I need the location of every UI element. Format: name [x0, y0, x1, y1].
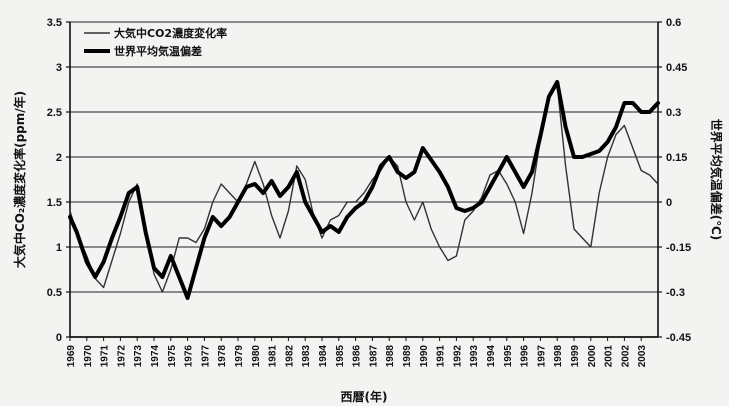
- right-axis-ticks: -0.45 -0.3 -0.15 0 0.15 0.3 0.45 0.6: [658, 17, 691, 344]
- right-tick-label: 0.3: [666, 107, 681, 119]
- x-tick-label: 1973: [133, 345, 144, 368]
- left-tick-label: 2.5: [47, 107, 62, 119]
- left-tick-label: 0: [56, 332, 62, 344]
- right-tick-label: 0.45: [666, 62, 687, 74]
- left-tick-label: 1: [56, 242, 62, 254]
- left-tick-label: 1.5: [47, 197, 62, 209]
- left-tick-label: 3: [56, 62, 62, 74]
- series-layer: [68, 80, 660, 300]
- x-tick-label: 1986: [352, 345, 363, 368]
- x-tick-label: 1987: [368, 345, 379, 368]
- x-tick-label: 1994: [486, 345, 497, 368]
- co2-rate-series-line: [69, 84, 659, 293]
- right-tick-label: 0.6: [666, 17, 681, 29]
- temperature-anomaly-series-line: [68, 80, 660, 300]
- x-tick-label: 2002: [620, 345, 631, 368]
- x-tick-label: 1969: [66, 345, 77, 368]
- right-tick-label: 0: [666, 197, 672, 209]
- left-axis-ticks: 0 0.5 1 1.5 2 2.5 3 3.5: [47, 17, 70, 344]
- x-tick-label: 1998: [553, 345, 564, 368]
- right-tick-label: -0.15: [666, 242, 691, 254]
- axes: [69, 22, 659, 338]
- plot-area: [70, 22, 658, 337]
- left-tick-label: 0.5: [47, 287, 62, 299]
- legend-label: 世界平均気温偏差: [114, 44, 202, 58]
- right-tick-label: -0.45: [666, 332, 691, 344]
- left-axis-title: 大気中CO₂濃度変化率(ppm/年): [12, 91, 27, 268]
- x-tick-label: 1988: [385, 345, 396, 368]
- x-tick-label: 1975: [167, 345, 178, 368]
- x-tick-label: 1979: [234, 345, 245, 368]
- x-tick-label: 1990: [419, 345, 430, 368]
- x-tick-label: 1971: [100, 345, 111, 368]
- legend-box: [80, 25, 245, 59]
- left-tick-label: 3.5: [47, 17, 62, 29]
- x-tick-label: 1983: [301, 345, 312, 368]
- x-tick-label: 1999: [570, 345, 581, 368]
- x-tick-label: 1980: [251, 345, 262, 368]
- right-tick-label: 0.15: [666, 152, 687, 164]
- x-tick-label: 1985: [335, 345, 346, 368]
- x-tick-label: 1972: [116, 345, 127, 368]
- x-tick-label: 2000: [587, 345, 598, 368]
- x-tick-label: 1982: [284, 345, 295, 368]
- grid: [70, 21, 658, 338]
- x-tick-label: 1991: [436, 345, 447, 368]
- legend-label: 大気中CO2濃度変化率: [114, 26, 227, 40]
- right-axis-title: 世界平均気温偏差(℃): [709, 119, 724, 241]
- x-tick-label: 1984: [318, 345, 329, 368]
- x-tick-label: 1996: [520, 345, 531, 368]
- x-tick-label: 1989: [402, 345, 413, 368]
- x-tick-label: 1970: [83, 345, 94, 368]
- x-tick-label: 1992: [452, 345, 463, 368]
- x-tick-label: 1976: [184, 345, 195, 368]
- x-axis-ticks: 1969 1970 1971 1972 1973 1974 1975 1976 1977 1978…: [66, 337, 648, 367]
- x-tick-label: 2003: [637, 345, 648, 368]
- x-tick-label: 1981: [268, 345, 279, 368]
- axis-titles: 西暦(年) 大気中CO₂濃度変化率(ppm/年) 世界平均気温偏差(℃): [12, 91, 724, 404]
- x-tick-label: 1993: [469, 345, 480, 368]
- right-tick-label: -0.3: [666, 287, 685, 299]
- x-tick-label: 1995: [503, 345, 514, 368]
- x-tick-label: 1974: [150, 345, 161, 368]
- x-axis-title: 西暦(年): [341, 389, 388, 404]
- left-tick-label: 2: [56, 152, 62, 164]
- x-tick-label: 2001: [604, 345, 615, 368]
- x-tick-label: 1997: [536, 345, 547, 368]
- x-tick-label: 1977: [200, 345, 211, 368]
- x-tick-label: 1978: [217, 345, 228, 368]
